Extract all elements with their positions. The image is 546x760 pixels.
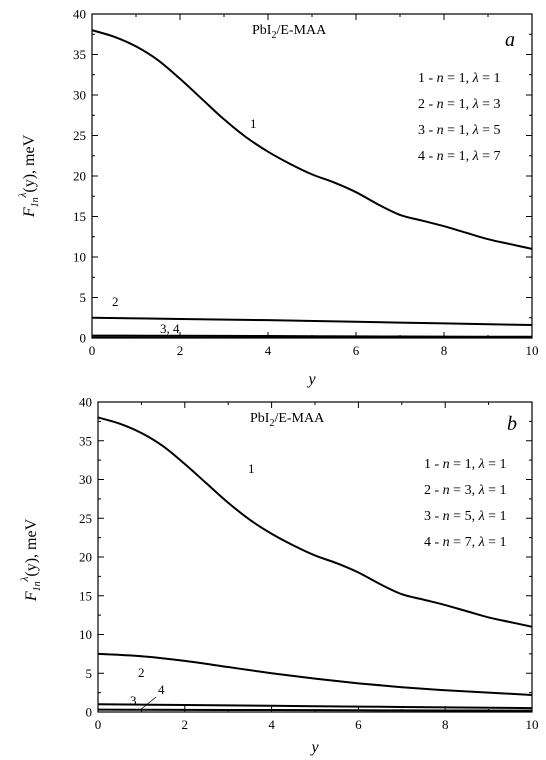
y-tick-label: 10	[73, 250, 86, 265]
series-line-4	[98, 708, 532, 712]
x-tick-label: 2	[177, 343, 184, 358]
x-tick-label: 0	[89, 343, 96, 358]
chart-title: PbI2/E-MAA	[250, 411, 325, 429]
legend-entry: 2 - n = 3, λ = 1	[424, 483, 507, 498]
curve-label: 1	[250, 116, 257, 131]
y-tick-label: 40	[79, 395, 92, 410]
legend-entry: 2 - n = 1, λ = 3	[418, 97, 501, 112]
chart-title: PbI2/E-MAA	[252, 23, 327, 41]
series-line-3	[92, 334, 532, 338]
curve-label-leader	[139, 696, 157, 711]
x-tick-label: 4	[265, 343, 272, 358]
curve-label: 3	[130, 693, 137, 708]
x-tick-label: 4	[268, 717, 275, 732]
x-tick-label: 0	[95, 717, 102, 732]
series-line-3	[98, 703, 532, 710]
x-axis-label: y	[309, 739, 319, 756]
y-tick-label: 35	[73, 47, 86, 62]
series-line-2	[92, 316, 532, 327]
legend-entry: 4 - n = 7, λ = 1	[424, 535, 507, 550]
y-tick-label: 30	[79, 472, 92, 487]
x-tick-label: 6	[353, 343, 360, 358]
y-tick-label: 15	[73, 209, 86, 224]
curve-label: 2	[112, 294, 119, 309]
legend-entry: 1 - n = 1, λ = 1	[418, 71, 501, 86]
y-tick-label: 5	[86, 666, 93, 681]
y-axis-label: F1nλ(y), meV	[19, 518, 43, 602]
panel-label: a	[505, 29, 515, 51]
y-tick-label: 35	[79, 433, 92, 448]
legend-entry: 4 - n = 1, λ = 7	[418, 149, 501, 164]
curve-label: 4	[158, 682, 165, 697]
legend-entry: 1 - n = 1, λ = 1	[424, 457, 507, 472]
series-line-1	[92, 29, 532, 250]
y-tick-label: 15	[79, 588, 92, 603]
x-axis-label: y	[306, 371, 316, 388]
chart-panel-a: 0 2 4 6 8 10 0 5 10 15 20 25 30 35 40 1 2 3, 4 PbI2/E-MAA a…	[17, 7, 539, 389]
curve-label: 3, 4	[160, 321, 180, 336]
y-tick-label: 20	[79, 550, 92, 565]
y-tick-label: 10	[79, 627, 92, 642]
x-tick-label: 8	[441, 343, 448, 358]
series-line-1	[98, 416, 532, 628]
y-tick-label: 5	[80, 290, 87, 305]
plot-frame	[97, 401, 533, 713]
series-line-2	[98, 652, 532, 696]
y-tick-label: 25	[73, 128, 86, 143]
curve-label: 2	[138, 665, 145, 680]
legend-entry: 3 - n = 1, λ = 5	[418, 123, 501, 138]
plot-frame	[91, 13, 533, 339]
panel-label: b	[507, 413, 517, 435]
y-tick-label: 0	[86, 705, 93, 720]
y-tick-label: 40	[73, 7, 86, 22]
x-tick-label: 10	[526, 343, 539, 358]
x-tick-label: 6	[355, 717, 362, 732]
y-tick-label: 20	[73, 169, 86, 184]
y-tick-label: 30	[73, 88, 86, 103]
y-axis-label: F1nλ(y), meV	[17, 134, 41, 218]
y-tick-label: 0	[80, 331, 87, 346]
x-tick-label: 10	[526, 717, 539, 732]
legend-entry: 3 - n = 5, λ = 1	[424, 509, 507, 524]
x-tick-label: 2	[182, 717, 189, 732]
x-tick-label: 8	[442, 717, 449, 732]
curve-label: 1	[248, 461, 255, 476]
y-tick-label: 25	[79, 511, 92, 526]
